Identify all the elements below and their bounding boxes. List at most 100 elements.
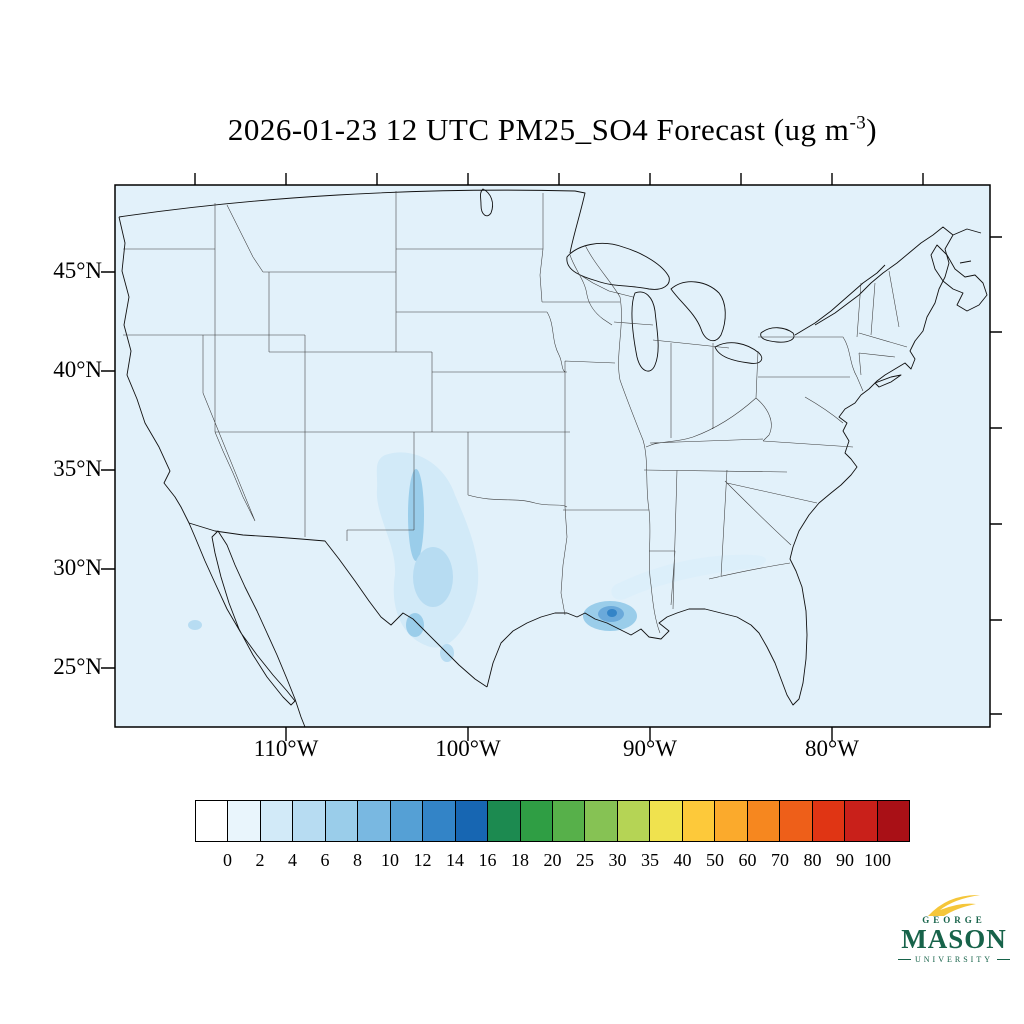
colorbar-cell [682, 801, 716, 841]
colorbar-cell [552, 801, 586, 841]
colorbar-cell [585, 801, 618, 841]
lake-winnipeg-outline [480, 188, 494, 217]
coastline-layer [118, 188, 988, 728]
lon-label-110w: 110°W [253, 736, 319, 761]
lon-label-80w: 80°W [805, 736, 859, 761]
frame-and-ticks [101, 173, 1002, 741]
colorbar-cell [488, 801, 521, 841]
colorbar-tick-label: 50 [706, 850, 724, 870]
logo-rule-right [997, 959, 1010, 961]
colorbar-cell [325, 801, 359, 841]
gmu-logo-university-row: UNIVERSITY [898, 954, 1010, 964]
colorbar-tick-label: 14 [446, 850, 464, 870]
colorbar-tick-label: 30 [608, 850, 627, 870]
gmu-leaf-icon [928, 894, 980, 916]
colorbar: 0 2 4 6 8 10 12 14 16 18 20 25 30 35 40 50 60 70 80 90 100 [195, 800, 910, 892]
pacific-baja-coast [118, 216, 306, 728]
plot-title-suffix: ) [866, 112, 878, 147]
plot-title-text: 2026-01-23 12 UTC PM25_SO4 Forecast (ug … [227, 112, 850, 147]
colorbar-cell [780, 801, 813, 841]
colorbar-cell [747, 801, 781, 841]
plume-louisiana-core [607, 609, 617, 617]
state-border-paths [123, 191, 908, 634]
gmu-logo: GEORGE MASON UNIVERSITY [898, 892, 1010, 964]
colorbar-cell [455, 801, 489, 841]
state-borders-layer [123, 191, 908, 634]
lake-superior [566, 243, 670, 290]
gmu-logo-mason: MASON [901, 924, 1007, 955]
colorbar-cell [812, 801, 846, 841]
left-lat-ticks [101, 271, 115, 669]
bottom-lon-ticks [285, 727, 833, 741]
colorbar-tick-label: 100 [864, 850, 891, 870]
colorbar-cell [260, 801, 294, 841]
colorbar-cell [423, 801, 456, 841]
us-mexico-border [188, 522, 488, 688]
axis-ticks [101, 173, 1002, 741]
colorbar-tick-label: 16 [478, 850, 497, 870]
colorbar-tick-label: 10 [381, 850, 399, 870]
gmu-logo-university: UNIVERSITY [915, 954, 993, 964]
lake-michigan [631, 291, 659, 372]
colorbar-cells [195, 800, 910, 842]
colorbar-tick-label: 12 [413, 850, 432, 870]
map-background [115, 185, 990, 727]
colorbar-cell [650, 801, 683, 841]
gulf-atlantic-coast [486, 226, 954, 706]
lat-label-30n: 30°N [53, 555, 102, 580]
so4-plume-layer [188, 452, 767, 662]
plume-mexico-coast-spot [188, 620, 202, 630]
lat-label-25n: 25°N [53, 654, 102, 679]
colorbar-tick-label: 4 [288, 850, 297, 870]
colorbar-tick-label: 40 [673, 850, 692, 870]
colorbar-labels: 0 2 4 6 8 10 12 14 16 18 20 25 30 35 40 50 60 70 80 90 100 [195, 850, 910, 880]
new-brunswick-line [952, 228, 982, 236]
colorbar-tick-label: 90 [836, 850, 854, 870]
colorbar-cell [715, 801, 748, 841]
colorbar-tick-label: 80 [803, 850, 822, 870]
colorbar-cell [196, 801, 229, 841]
colorbar-tick-label: 35 [641, 850, 659, 870]
map-frame [114, 184, 991, 728]
colorbar-tick-label: 0 [223, 850, 232, 870]
plot-title: 2026-01-23 12 UTC PM25_SO4 Forecast (ug … [65, 112, 1024, 148]
colorbar-tick-label: 18 [511, 850, 529, 870]
lon-label-100w: 100°W [435, 736, 501, 761]
colorbar-tick-label: 20 [543, 850, 562, 870]
colorbar-cell [358, 801, 391, 841]
colorbar-cell [877, 801, 909, 841]
logo-rule-left [898, 959, 911, 961]
lake-huron [670, 281, 726, 342]
colorbar-cell [845, 801, 878, 841]
plume-new-mexico-streak [408, 469, 424, 561]
plot-title-exponent: -3 [849, 112, 867, 134]
colorbar-tick-label: 2 [255, 850, 265, 870]
lat-label-40n: 40°N [53, 357, 102, 382]
great-lakes [566, 243, 795, 372]
us-canada-border [118, 189, 586, 254]
prince-edward-island [959, 260, 972, 264]
lon-label-90w: 90°W [623, 736, 677, 761]
colorbar-cell [293, 801, 326, 841]
gmu-logo-george: GEORGE [922, 915, 986, 925]
colorbar-tick-label: 6 [320, 850, 330, 870]
st-lawrence-river [794, 264, 886, 336]
plume-southeast-band [611, 554, 767, 600]
right-lat-ticks [990, 236, 1002, 715]
colorbar-tick-label: 70 [771, 850, 789, 870]
lat-label-45n: 45°N [53, 258, 102, 283]
colorbar-tick-label: 8 [353, 850, 362, 870]
plume-south-texas-spot [406, 613, 424, 637]
colorbar-cell [228, 801, 261, 841]
colorbar-tick-label: 25 [576, 850, 594, 870]
long-island-outline [874, 374, 902, 388]
colorbar-cell [617, 801, 651, 841]
plume-central-texas [413, 547, 453, 607]
lake-ontario [760, 327, 795, 343]
lat-label-35n: 35°N [53, 456, 102, 481]
colorbar-tick-label: 60 [738, 850, 757, 870]
colorbar-cell [520, 801, 553, 841]
